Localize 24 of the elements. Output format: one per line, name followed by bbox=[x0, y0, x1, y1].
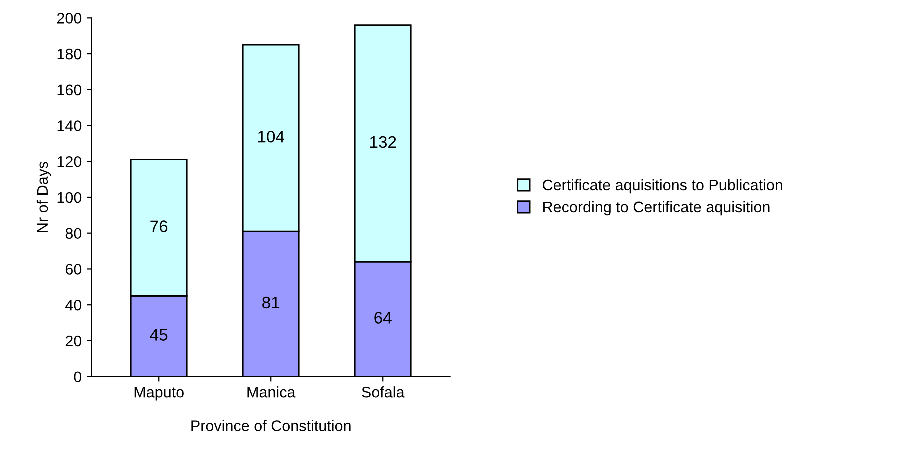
y-tick-label: 120 bbox=[58, 156, 82, 168]
data-label: 76 bbox=[150, 220, 168, 232]
y-tick-label: 60 bbox=[66, 264, 82, 275]
y-tick-label: 160 bbox=[58, 84, 82, 96]
legend-label: Recording to Certificate aquisition bbox=[544, 201, 770, 216]
x-tick-label: Sofala bbox=[362, 386, 405, 398]
data-label: 81 bbox=[262, 296, 280, 309]
y-axis-title: Nr of Days bbox=[36, 162, 52, 232]
y-tick-label: 40 bbox=[66, 300, 82, 311]
x-axis-title: Province of Constitution bbox=[192, 420, 351, 432]
y-tick-label: 80 bbox=[66, 228, 82, 240]
data-label: 45 bbox=[150, 329, 168, 341]
y-tick-label: 0 bbox=[74, 372, 82, 383]
y-tick-label: 140 bbox=[58, 120, 82, 132]
y-tick-label: 200 bbox=[57, 13, 82, 24]
data-label: 132 bbox=[370, 136, 396, 148]
x-tick-label: Manica bbox=[248, 386, 296, 398]
legend-label: Certificate aquisitions to Publication bbox=[543, 179, 782, 194]
data-label: 64 bbox=[374, 312, 392, 324]
x-tick-label: Maputo bbox=[134, 387, 184, 401]
y-tick-label: 180 bbox=[58, 48, 82, 60]
y-tick-label: 100 bbox=[58, 192, 82, 204]
y-tick-label: 20 bbox=[66, 336, 82, 347]
data-label: 104 bbox=[258, 130, 285, 143]
